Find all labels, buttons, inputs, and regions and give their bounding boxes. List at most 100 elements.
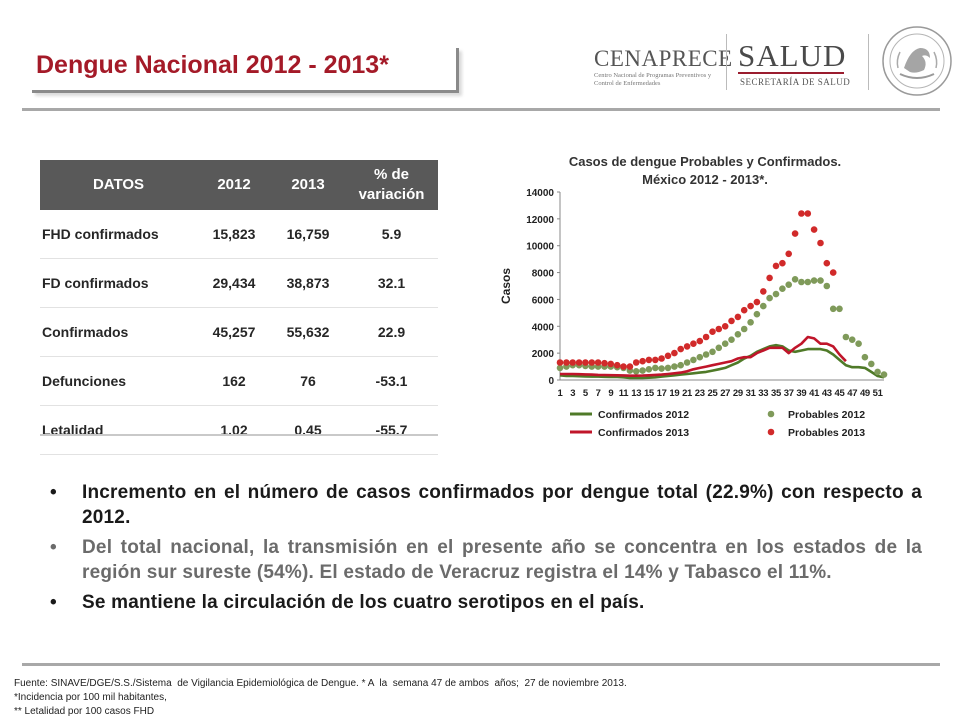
x-tick-label: 27 xyxy=(720,388,730,399)
chart-title-line1: Casos de dengue Probables y Confirmados. xyxy=(569,154,841,169)
data-point xyxy=(721,323,729,330)
data-point xyxy=(740,325,748,333)
table-cell: Defunciones xyxy=(40,356,197,406)
table-row: Confirmados 45,257 55,632 22.9 xyxy=(40,307,438,357)
table-row: Defunciones 162 76 -53.1 xyxy=(40,356,438,406)
data-point xyxy=(677,345,684,353)
column-header: % de variación xyxy=(345,160,438,210)
y-tick-label: 2000 xyxy=(532,349,555,360)
y-axis-label: Casos xyxy=(499,268,513,304)
x-tick-label: 13 xyxy=(631,388,641,399)
x-tick-label: 15 xyxy=(644,388,655,399)
data-point xyxy=(804,210,812,217)
data-point xyxy=(747,302,754,310)
incidence-note: *Incidencia por 100 mil habitantes, xyxy=(14,692,167,703)
data-point xyxy=(556,364,564,372)
salud-logo-underline xyxy=(738,72,844,74)
data-point xyxy=(766,274,773,282)
data-point xyxy=(823,282,831,290)
series-probables-2013 xyxy=(556,210,837,370)
data-point xyxy=(817,239,824,247)
data-point xyxy=(639,357,646,365)
legend-label: Probables 2012 xyxy=(788,409,865,421)
data-point xyxy=(658,355,665,362)
table-cell: Letalidad xyxy=(40,405,197,455)
data-point xyxy=(829,269,837,276)
data-point xyxy=(677,361,684,369)
data-point xyxy=(766,294,773,302)
salud-logo: SALUD xyxy=(738,38,847,73)
data-point xyxy=(664,364,672,372)
data-point xyxy=(709,348,716,356)
table-cell: 29,434 xyxy=(197,258,271,308)
data-point xyxy=(658,365,665,372)
table-cell: 162 xyxy=(197,356,271,406)
header-divider xyxy=(22,108,940,111)
legend-label: Confirmados 2013 xyxy=(598,427,689,439)
x-tick-label: 9 xyxy=(608,388,613,399)
logo-separator xyxy=(726,34,727,90)
series-confirmados-2013 xyxy=(560,335,847,377)
y-tick-label: 0 xyxy=(548,376,554,387)
data-point xyxy=(791,230,799,237)
dengue-cases-chart: Casos de dengue Probables y Confirmados.… xyxy=(499,154,888,439)
data-point xyxy=(620,363,627,370)
data-point xyxy=(836,305,843,313)
data-point xyxy=(601,359,608,367)
lethality-note: ** Letalidad por 100 casos FHD xyxy=(14,706,155,717)
table-cell: -55.7 xyxy=(345,405,438,455)
table-cell: -53.1 xyxy=(345,356,438,406)
data-point xyxy=(760,302,767,310)
series-line xyxy=(560,335,847,377)
bullet-text: Se mantiene la circulación de los cuatro… xyxy=(82,592,645,613)
table-cell: 1.02 xyxy=(197,405,271,455)
cenaprece-logo: CENAPRECE xyxy=(594,46,733,71)
data-point xyxy=(582,359,589,366)
data-point xyxy=(613,361,621,369)
data-point xyxy=(690,340,697,347)
cenaprece-logo-subtitle: Centro Nacional de Programas Preventivos… xyxy=(594,72,712,87)
y-tick-label: 10000 xyxy=(526,242,554,253)
data-point xyxy=(690,356,697,364)
mexico-seal-icon xyxy=(882,26,952,96)
data-point xyxy=(632,368,640,375)
bullet-icon: • xyxy=(50,482,57,503)
data-point xyxy=(779,285,786,292)
table-bottom-border xyxy=(40,434,438,436)
x-tick-label: 35 xyxy=(771,388,782,399)
data-point xyxy=(817,277,824,284)
table-row: FD confirmados 29,434 38,873 32.1 xyxy=(40,258,438,308)
data-point xyxy=(639,367,646,374)
data-point xyxy=(874,368,881,376)
data-point xyxy=(607,360,615,368)
data-point xyxy=(652,356,659,364)
source-note: Fuente: SINAVE/DGE/S.S./Sistema de Vigil… xyxy=(14,678,627,689)
x-tick-label: 33 xyxy=(758,388,768,399)
data-point xyxy=(664,352,672,360)
salud-logo-subtitle: SECRETARÍA DE SALUD xyxy=(740,77,851,87)
data-point xyxy=(861,353,869,361)
key-findings-list: • Incremento en el número de casos confi… xyxy=(50,480,922,620)
data-point xyxy=(569,359,576,366)
data-point xyxy=(709,328,716,335)
data-point xyxy=(791,276,799,283)
x-tick-label: 31 xyxy=(746,388,757,399)
column-header: DATOS xyxy=(40,160,197,210)
x-tick-label: 17 xyxy=(657,388,667,399)
data-point xyxy=(829,305,837,313)
x-tick-label: 25 xyxy=(707,388,718,399)
chart-series xyxy=(556,210,888,380)
data-point xyxy=(779,259,786,267)
data-point xyxy=(556,359,564,366)
table-cell: 5.9 xyxy=(345,210,438,259)
series-confirmados-2012 xyxy=(559,343,885,380)
data-point xyxy=(734,313,742,321)
list-item: • Incremento en el número de casos confi… xyxy=(50,480,922,530)
data-point xyxy=(588,359,596,366)
y-tick-label: 12000 xyxy=(526,215,554,226)
bullet-text: Incremento en el número de casos confirm… xyxy=(82,482,922,528)
table-cell: 32.1 xyxy=(345,258,438,308)
data-point xyxy=(671,349,678,357)
data-point xyxy=(696,337,704,345)
legend-label: Confirmados 2012 xyxy=(598,409,689,421)
